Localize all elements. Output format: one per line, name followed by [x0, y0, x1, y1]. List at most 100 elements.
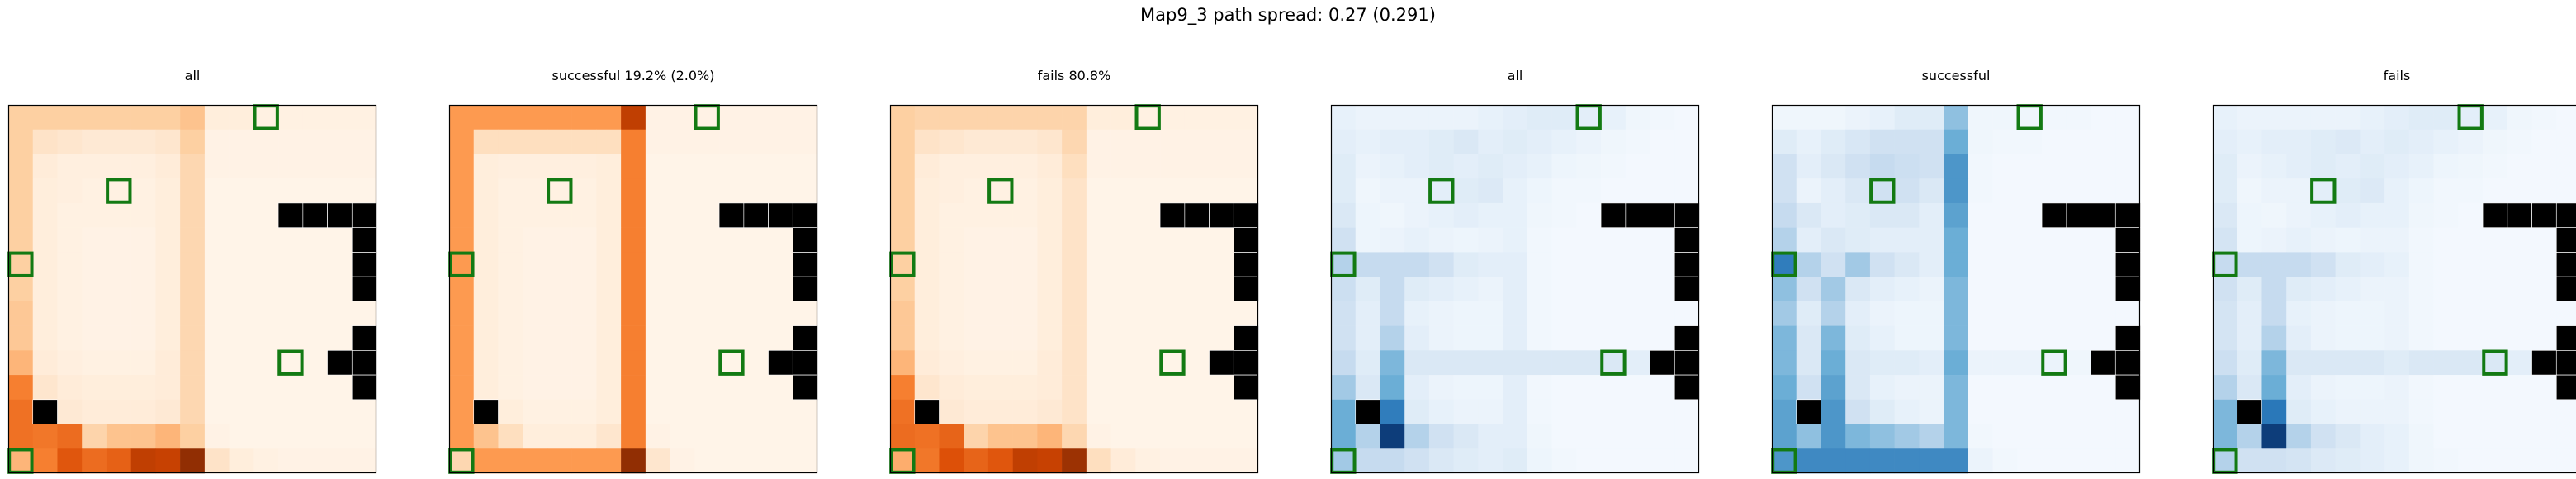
heatmap-cell — [1968, 227, 1993, 253]
obstacle-cell — [2091, 202, 2116, 228]
heatmap-cell — [719, 350, 745, 376]
heatmap-cell — [2433, 301, 2459, 326]
heatmap-cell — [1404, 227, 1430, 253]
heatmap-cell — [180, 448, 206, 474]
heatmap-cell — [2483, 252, 2508, 277]
heatmap-cell — [719, 301, 745, 326]
heatmap-cell — [670, 202, 695, 228]
obstacle-cell — [352, 325, 377, 351]
heatmap-cell — [449, 325, 475, 351]
heatmap-cell — [1135, 375, 1161, 401]
heatmap-cell — [1772, 129, 1797, 154]
obstacle-cell — [2091, 350, 2116, 376]
heatmap-cell — [1601, 375, 1627, 401]
heatmap-cell — [130, 325, 156, 351]
heatmap-cell — [571, 227, 597, 253]
heatmap-cell — [82, 202, 107, 228]
heatmap-cell — [229, 399, 254, 424]
heatmap-cell — [1478, 252, 1503, 277]
obstacle-cell — [352, 277, 377, 302]
heatmap-cell — [719, 227, 745, 253]
heatmap-cell — [327, 105, 353, 130]
heatmap-cell — [1869, 325, 1895, 351]
heatmap-cell — [1428, 129, 1454, 154]
heatmap-cell — [1331, 277, 1357, 302]
heatmap-cell — [1650, 424, 1675, 449]
heatmap-cell — [2091, 424, 2116, 449]
heatmap-cell — [2286, 129, 2312, 154]
heatmap-cell — [1503, 154, 1528, 179]
heatmap-cell — [2556, 105, 2576, 130]
heatmap-cell — [939, 448, 964, 474]
heatmap-cell — [621, 350, 646, 376]
goal-marker — [2212, 448, 2238, 474]
heatmap-cell — [1110, 202, 1136, 228]
heatmap-cell — [621, 105, 646, 130]
heatmap-cell — [2556, 424, 2576, 449]
heatmap-cell — [82, 375, 107, 401]
heatmap-cell — [229, 105, 254, 130]
heatmap-cell — [498, 399, 523, 424]
heatmap-cell — [473, 252, 499, 277]
heatmap-cell — [1944, 424, 1969, 449]
heatmap-cell — [1331, 154, 1357, 179]
heatmap-cell — [964, 202, 989, 228]
heatmap-cell — [2091, 129, 2116, 154]
heatmap-cell — [2213, 178, 2238, 204]
heatmap-cell — [890, 375, 916, 401]
heatmap-cell — [1331, 424, 1357, 449]
heatmap-cell — [768, 154, 793, 179]
heatmap-cell — [1037, 448, 1063, 474]
heatmap-cell — [1380, 154, 1405, 179]
heatmap-cell — [571, 252, 597, 277]
heatmap-cell — [2286, 277, 2312, 302]
heatmap-cell — [1674, 105, 1700, 130]
heatmap-cell — [106, 227, 131, 253]
heatmap-cell — [1086, 325, 1111, 351]
heatmap-cell — [2531, 129, 2557, 154]
heatmap-cell — [1404, 424, 1430, 449]
heatmap-cell — [1625, 448, 1650, 474]
heatmap-cell — [596, 252, 622, 277]
heatmap-cell — [1062, 227, 1087, 253]
heatmap-cell — [914, 325, 940, 351]
heatmap-cell — [1037, 325, 1063, 351]
heatmap-cell — [253, 227, 279, 253]
heatmap-cell — [523, 424, 548, 449]
heatmap-cell — [1821, 178, 1846, 204]
heatmap-cell — [2261, 375, 2287, 401]
heatmap-cell — [155, 301, 181, 326]
heatmap-cell — [32, 227, 58, 253]
heatmap-cell — [670, 448, 695, 474]
heatmap-cell — [571, 202, 597, 228]
heatmap-cell — [327, 178, 353, 204]
heatmap-cell — [1404, 277, 1430, 302]
obstacle-cell — [352, 252, 377, 277]
obstacle-cell — [2115, 325, 2141, 351]
heatmap-cell — [32, 129, 58, 154]
heatmap-cell — [1576, 227, 1602, 253]
heatmap-cell — [1869, 424, 1895, 449]
heatmap-cell — [106, 105, 131, 130]
heatmap-cell — [2237, 350, 2262, 376]
heatmap-cell — [1601, 448, 1627, 474]
heatmap-cell — [2286, 424, 2312, 449]
heatmap-cell — [2310, 129, 2336, 154]
heatmap-cell — [1062, 448, 1087, 474]
heatmap-cell — [1355, 129, 1380, 154]
obstacle-cell — [743, 202, 769, 228]
heatmap-cell — [1428, 301, 1454, 326]
heatmap-cell — [793, 448, 818, 474]
heatmap-cell — [1674, 399, 1700, 424]
obstacle-cell — [2237, 399, 2262, 424]
heatmap-cell — [302, 227, 328, 253]
heatmap-cell — [670, 277, 695, 302]
heatmap-cell — [1527, 375, 1552, 401]
goal-marker — [253, 104, 279, 130]
heatmap-cell — [253, 129, 279, 154]
heatmap-cell — [2531, 424, 2557, 449]
heatmap-cell — [1503, 301, 1528, 326]
heatmap-cell — [1944, 154, 1969, 179]
heatmap-cell — [890, 277, 916, 302]
heatmap-cell — [204, 325, 230, 351]
